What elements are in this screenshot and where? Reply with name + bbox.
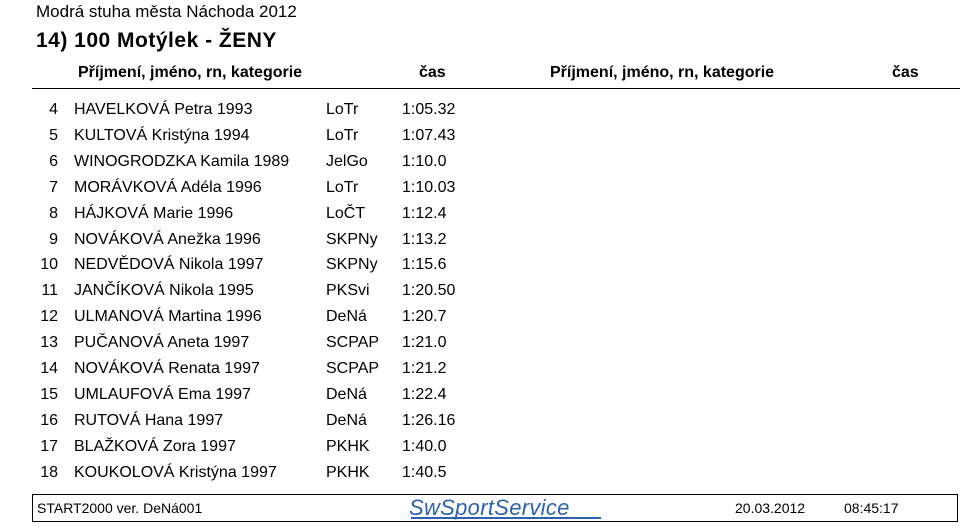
swimmer-name: HÁJKOVÁ Marie 1996 xyxy=(74,204,234,222)
result-row: 8 HÁJKOVÁ Marie 1996 LoČT 1:12.4 xyxy=(0,201,960,227)
result-row: 17 BLAŽKOVÁ Zora 1997 PKHK 1:40.0 xyxy=(0,434,960,460)
club-code: DeNá xyxy=(326,308,367,326)
swimmer-name: HAVELKOVÁ Petra 1993 xyxy=(74,101,253,118)
svg-text:SwSportService: SwSportService xyxy=(409,496,570,520)
result-rank: 4 xyxy=(49,101,58,118)
result-time: 1:20.50 xyxy=(402,282,456,300)
result-time: 1:22.4 xyxy=(402,385,447,403)
club-code: PKHK xyxy=(326,437,370,455)
club-code: SKPNy xyxy=(326,256,378,274)
result-row: 4 HAVELKOVÁ Petra 1993 LoTr 1:05.32 xyxy=(0,97,960,123)
result-rank: 7 xyxy=(49,178,58,196)
swimmer-name: KOUKOLOVÁ Kristýna 1997 xyxy=(74,463,277,481)
swimmer-name: UMLAUFOVÁ Ema 1997 xyxy=(74,385,251,403)
swimmer-name: NOVÁKOVÁ Renata 1997 xyxy=(74,360,260,377)
result-rank: 18 xyxy=(40,463,58,481)
result-time: 1:21.0 xyxy=(402,334,447,352)
result-rank: 16 xyxy=(40,411,58,429)
club-code: SKPNy xyxy=(326,230,378,248)
result-row: 5 KULTOVÁ Kristýna 1994 LoTr 1:07.43 xyxy=(0,123,960,149)
result-time: 1:15.6 xyxy=(402,256,447,274)
club-code: LoTr xyxy=(326,101,359,118)
result-row: 18 KOUKOLOVÁ Kristýna 1997 PKHK 1:40.5 xyxy=(0,460,960,486)
club-code: SCPAP xyxy=(326,334,380,352)
result-row: 15 UMLAUFOVÁ Ema 1997 DeNá 1:22.4 xyxy=(0,382,960,408)
column-header-name-right: Příjmení, jméno, rn, kategorie xyxy=(550,64,775,81)
club-code: DeNá xyxy=(326,411,367,429)
result-rank: 10 xyxy=(40,256,58,274)
swimmer-name: NEDVĚDOVÁ Nikola 1997 xyxy=(74,256,264,274)
result-row: 11 JANČÍKOVÁ Nikola 1995 PKSvi 1:20.50 xyxy=(0,278,960,304)
result-time: 1:05.32 xyxy=(402,101,456,118)
club-code: DeNá xyxy=(326,385,367,403)
result-row: 13 PUČANOVÁ Aneta 1997 SCPAP 1:21.0 xyxy=(0,330,960,356)
meet-title: Modrá stuha města Náchoda 2012 xyxy=(36,2,297,21)
swimmer-name: RUTOVÁ Hana 1997 xyxy=(74,411,224,429)
swimmer-name: BLAŽKOVÁ Zora 1997 xyxy=(74,437,236,455)
result-time: 1:10.03 xyxy=(402,178,456,196)
result-row: 6 WINOGRODZKA Kamila 1989 JelGo 1:10.0 xyxy=(0,149,960,175)
swimmer-name: PUČANOVÁ Aneta 1997 xyxy=(74,334,250,352)
result-rank: 5 xyxy=(49,126,58,144)
print-time: 08:45:17 xyxy=(844,500,899,516)
club-code: PKHK xyxy=(326,463,370,481)
swimmer-name: JANČÍKOVÁ Nikola 1995 xyxy=(74,282,254,300)
result-time: 1:26.16 xyxy=(402,411,456,429)
result-time: 1:40.5 xyxy=(402,463,447,481)
result-row: 12 ULMANOVÁ Martina 1996 DeNá 1:20.7 xyxy=(0,304,960,330)
swimmer-name: WINOGRODZKA Kamila 1989 xyxy=(74,152,290,170)
result-rank: 13 xyxy=(40,334,58,352)
swimmer-name: NOVÁKOVÁ Anežka 1996 xyxy=(74,230,261,248)
club-code: LoTr xyxy=(326,178,359,196)
result-rank: 8 xyxy=(49,204,58,222)
result-time: 1:07.43 xyxy=(402,126,456,144)
software-version: START2000 ver. DeNá001 xyxy=(37,500,203,516)
result-rank: 9 xyxy=(49,230,58,248)
header-divider xyxy=(32,88,960,89)
result-row: 9 NOVÁKOVÁ Anežka 1996 SKPNy 1:13.2 xyxy=(0,227,960,253)
result-row: 7 MORÁVKOVÁ Adéla 1996 LoTr 1:10.03 xyxy=(0,175,960,201)
result-time: 1:12.4 xyxy=(402,204,447,222)
result-rank: 15 xyxy=(40,385,58,403)
club-code: PKSvi xyxy=(326,282,370,300)
column-header-time-right: čas xyxy=(892,64,919,81)
result-rank: 14 xyxy=(40,360,58,377)
event-title: 14) 100 Motýlek - ŽENY xyxy=(36,29,277,52)
column-header-name: Příjmení, jméno, rn, kategorie xyxy=(78,64,303,81)
print-date: 20.03.2012 xyxy=(735,500,806,516)
result-time: 1:21.2 xyxy=(402,360,447,377)
club-code: LoTr xyxy=(326,126,359,144)
result-time: 1:20.7 xyxy=(402,308,447,326)
club-code: SCPAP xyxy=(326,360,380,377)
result-time: 1:13.2 xyxy=(402,230,447,248)
swimmer-name: ULMANOVÁ Martina 1996 xyxy=(74,308,262,326)
result-rank: 6 xyxy=(49,152,58,170)
result-rank: 11 xyxy=(41,282,58,300)
result-row: 16 RUTOVÁ Hana 1997 DeNá 1:26.16 xyxy=(0,408,960,434)
column-header-time: čas xyxy=(419,64,446,81)
club-code: JelGo xyxy=(326,152,368,170)
result-rank: 12 xyxy=(40,308,58,326)
footer-bar: START2000 ver. DeNá001 SwSportService 20… xyxy=(32,494,958,522)
result-row: 14 NOVÁKOVÁ Renata 1997 SCPAP 1:21.2 xyxy=(0,356,960,382)
swimmer-name: KULTOVÁ Kristýna 1994 xyxy=(74,126,250,144)
swimmer-name: MORÁVKOVÁ Adéla 1996 xyxy=(74,178,262,196)
result-rank: 17 xyxy=(40,437,58,455)
result-time: 1:10.0 xyxy=(402,152,447,170)
result-time: 1:40.0 xyxy=(402,437,447,455)
result-row: 10 NEDVĚDOVÁ Nikola 1997 SKPNy 1:15.6 xyxy=(0,252,960,278)
swsportservice-logo: SwSportService xyxy=(409,496,601,520)
club-code: LoČT xyxy=(326,204,366,222)
